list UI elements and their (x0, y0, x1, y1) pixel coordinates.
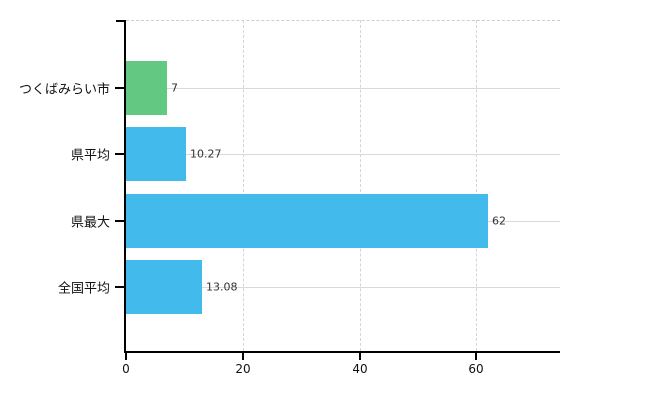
x-axis-tick (359, 353, 361, 360)
x-axis-line (124, 351, 560, 353)
bar-2 (126, 194, 488, 248)
bar-value-label: 7 (171, 81, 178, 95)
h-gridline (126, 154, 560, 155)
plot-area: 7 10.27 62 13.08 (126, 20, 560, 351)
bar-3 (126, 260, 202, 314)
category-tick (115, 153, 124, 155)
x-axis-tick (242, 353, 244, 360)
v-gridline (243, 20, 244, 351)
x-axis-tick-label: 20 (235, 362, 251, 376)
y-axis-top-tick (116, 20, 124, 22)
x-axis-tick-label: 40 (352, 362, 368, 376)
category-label: 県平均 (70, 148, 110, 164)
bar-value-label: 13.08 (206, 280, 238, 294)
category-tick (115, 220, 124, 222)
h-gridline (126, 88, 560, 89)
v-gridline (476, 20, 477, 351)
bar-0 (126, 61, 167, 115)
y-axis-category-labels: つくばみらい市県平均県最大全国平均 (0, 20, 112, 351)
plot-top-border (126, 20, 560, 21)
x-axis-tick (125, 353, 127, 360)
bar-1 (126, 127, 186, 181)
x-axis-tick (475, 353, 477, 360)
category-label: 県最大 (70, 215, 110, 231)
category-tick (115, 87, 124, 89)
category-tick (115, 286, 124, 288)
x-axis-tick-label: 60 (468, 362, 484, 376)
h-gridline (126, 287, 560, 288)
bar-value-label: 62 (492, 214, 506, 228)
category-label: つくばみらい市 (18, 82, 110, 98)
category-label: 全国平均 (57, 281, 110, 297)
y-axis-line (124, 20, 126, 353)
bar-value-label: 10.27 (190, 147, 222, 161)
v-gridline (360, 20, 361, 351)
x-axis-tick-label: 0 (122, 362, 130, 376)
